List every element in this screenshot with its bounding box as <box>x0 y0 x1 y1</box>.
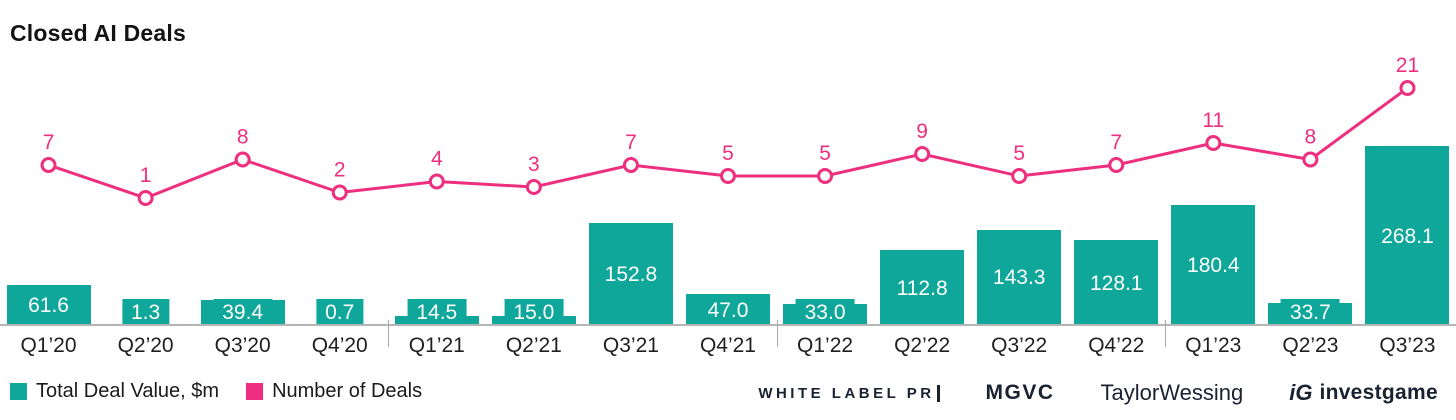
line-value-label: 7 <box>1110 131 1122 154</box>
x-axis-label: Q3’23 <box>1379 334 1436 357</box>
bar: 39.4 <box>200 299 285 326</box>
legend-label-total-deal-value: Total Deal Value, $m <box>36 380 220 402</box>
line-marker <box>234 151 251 168</box>
bar-value-label: 268.1 <box>1372 222 1443 250</box>
line-marker <box>1399 80 1416 96</box>
x-axis-label: Q2’21 <box>505 334 562 357</box>
x-axis-label: Q1’22 <box>797 334 854 357</box>
bar: 0.7 <box>297 299 382 326</box>
bar-value-label: 14.5 <box>407 299 467 326</box>
bar-value-label: 33.7 <box>1280 299 1340 326</box>
x-axis-label: Q2’23 <box>1282 334 1339 357</box>
line-value-label: 1 <box>140 164 152 187</box>
mgvc-logo: MGVC <box>985 381 1055 404</box>
line-marker <box>1302 151 1319 168</box>
bar: 180.4 <box>1171 204 1256 326</box>
bar: 33.7 <box>1268 299 1353 326</box>
line-value-label: 9 <box>916 120 928 143</box>
line-marker <box>137 190 154 206</box>
line-marker <box>525 179 542 195</box>
line-value-label: 11 <box>1202 109 1224 132</box>
investgame-ig-icon: iG <box>1289 380 1313 405</box>
line-marker <box>914 146 931 162</box>
bar-value-label: 112.8 <box>887 274 957 302</box>
x-axis-label: Q4’21 <box>699 334 756 357</box>
x-axis-label: Q1’20 <box>20 334 77 357</box>
line-marker <box>40 157 57 173</box>
line-value-label: 2 <box>334 159 346 182</box>
year-separator-tick <box>388 320 390 347</box>
bar-value-label: 33.0 <box>795 299 855 326</box>
x-axis-label: Q2’22 <box>894 334 951 357</box>
x-axis-label: Q3’21 <box>602 334 659 357</box>
investgame-logo: iG investgame <box>1289 380 1438 406</box>
line-value-label: 3 <box>528 153 540 176</box>
bar: 47.0 <box>686 294 770 326</box>
bar: 14.5 <box>394 299 479 326</box>
line-marker <box>1205 135 1222 151</box>
line-value-label: 5 <box>722 142 734 165</box>
bar-value-label: 143.3 <box>983 264 1055 292</box>
line-marker <box>428 173 445 190</box>
line-value-label: 4 <box>431 148 443 171</box>
bar-value-label: 47.0 <box>698 296 758 324</box>
white-label-pr-bar-icon <box>936 384 940 402</box>
line-value-label: 21 <box>1396 54 1419 77</box>
legend-swatch-total-deal-value <box>10 383 27 400</box>
legend: Total Deal Value, $m Number of Deals <box>10 380 440 403</box>
bar: 112.8 <box>880 250 965 326</box>
x-axis-label: Q3’20 <box>214 334 271 357</box>
line-marker <box>720 168 736 184</box>
bar: 15.0 <box>491 299 576 326</box>
line-marker <box>622 157 639 173</box>
bar: 268.1 <box>1365 146 1450 326</box>
year-separator-tick <box>1164 320 1166 347</box>
white-label-pr-text: WHITE LABEL PR <box>758 384 935 402</box>
x-axis-label: Q1’21 <box>408 334 465 357</box>
white-label-pr-logo: WHITE LABEL PR <box>758 384 940 402</box>
sponsor-logos: WHITE LABEL PR MGVC TaylorWessing iG inv… <box>758 378 1438 408</box>
bar-value-label: 152.8 <box>595 261 667 289</box>
line-marker <box>331 184 348 201</box>
bar-value-label: 128.1 <box>1080 269 1152 297</box>
bar: 33.0 <box>783 299 868 326</box>
bar: 61.6 <box>6 284 91 326</box>
bar-value-label: 39.4 <box>213 299 273 326</box>
x-axis-label: Q1’23 <box>1185 334 1242 357</box>
line-value-label: 7 <box>43 131 55 154</box>
line-value-label: 7 <box>625 131 637 154</box>
taylor-wessing-logo: TaylorWessing <box>1100 380 1244 405</box>
bar-value-label: 61.6 <box>19 291 78 319</box>
bar-value-label: 180.4 <box>1178 251 1249 279</box>
bar-value-label: 0.7 <box>316 299 364 326</box>
x-axis-label: Q4’22 <box>1088 334 1145 357</box>
x-axis-line <box>0 324 1456 326</box>
x-axis-label: Q2’20 <box>117 334 174 357</box>
x-axis-label: Q3’22 <box>991 334 1048 357</box>
x-axis-label: Q4’20 <box>311 334 368 357</box>
line-value-label: 8 <box>237 126 249 149</box>
line-marker <box>817 168 834 184</box>
line-value-label: 5 <box>819 142 831 165</box>
line-value-label: 8 <box>1305 126 1317 149</box>
legend-swatch-number-of-deals <box>246 383 264 400</box>
line-marker <box>1011 168 1028 184</box>
bar: 128.1 <box>1074 240 1159 326</box>
bar: 1.3 <box>103 299 188 326</box>
bar-value-label: 1.3 <box>121 299 170 326</box>
bar-value-label: 15.0 <box>504 299 564 326</box>
bar: 152.8 <box>588 223 673 326</box>
investgame-wordmark: investgame <box>1319 381 1438 404</box>
line-marker <box>1108 157 1125 173</box>
year-separator-tick <box>776 320 778 347</box>
bar: 143.3 <box>977 229 1062 326</box>
legend-label-number-of-deals: Number of Deals <box>272 380 423 402</box>
line-value-label: 5 <box>1013 142 1025 165</box>
chart-title: Closed AI Deals <box>10 20 186 46</box>
